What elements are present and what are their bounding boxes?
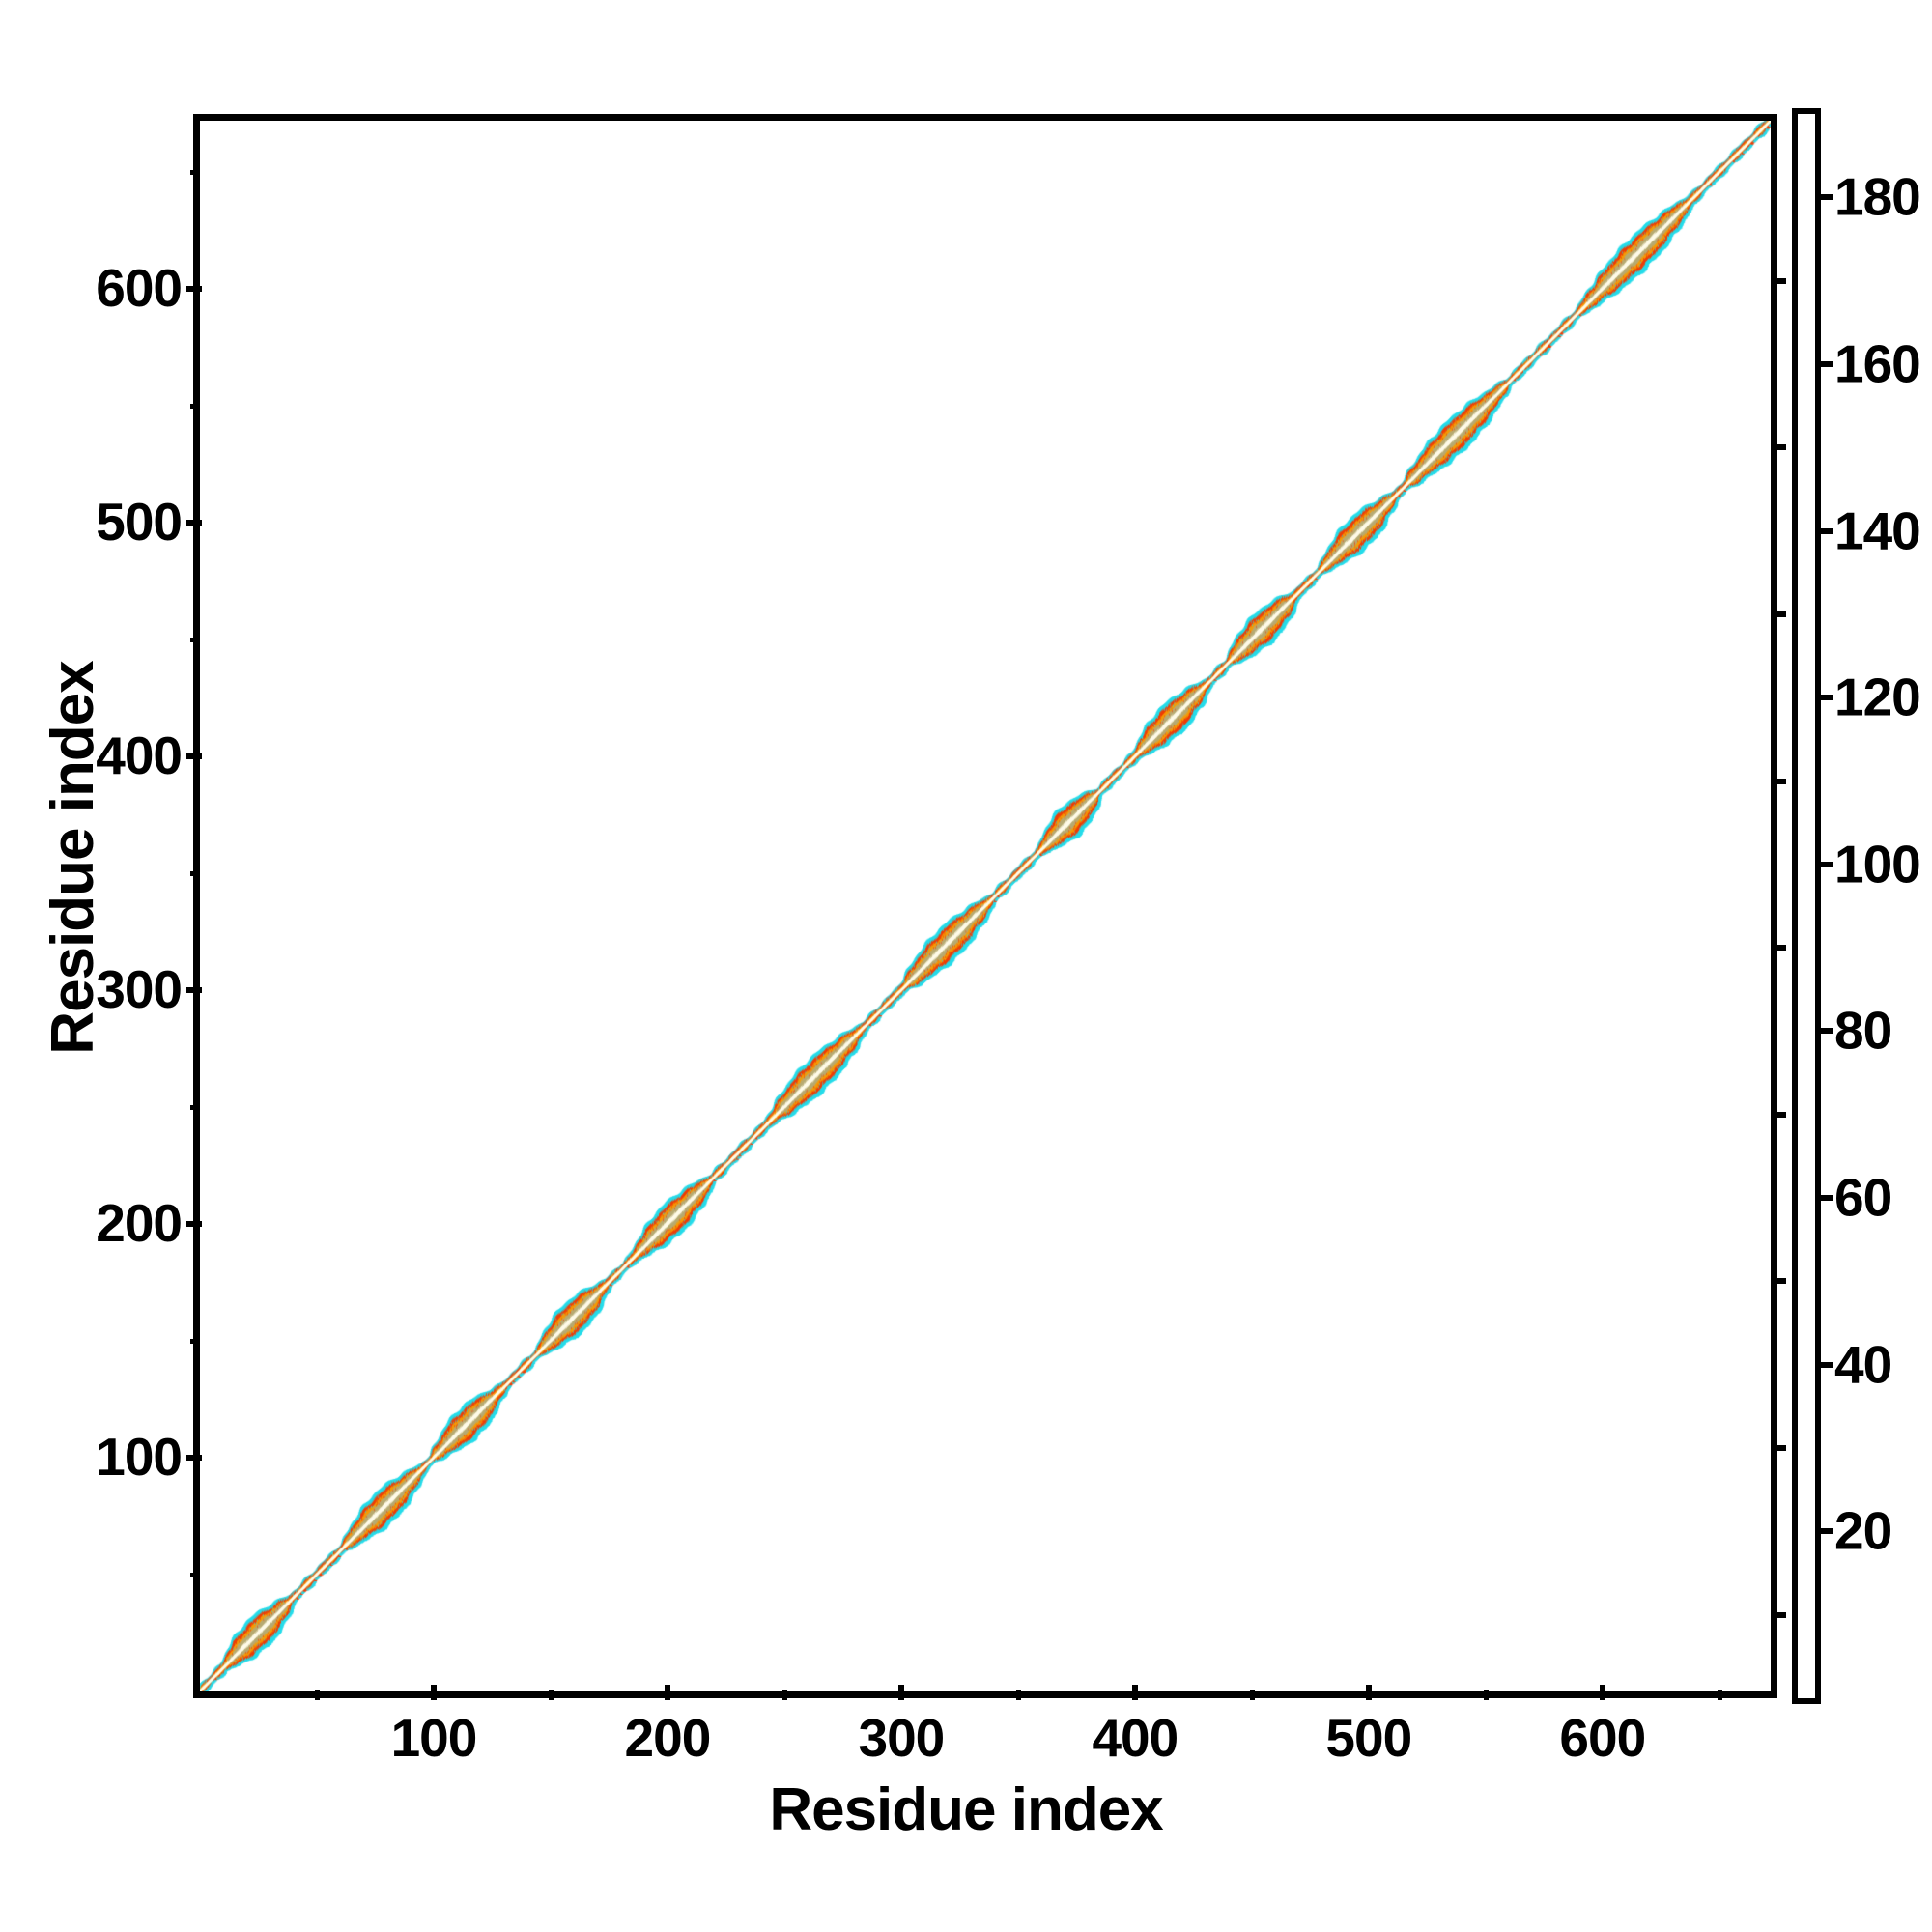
x-tick-600 <box>1599 1685 1605 1700</box>
x-minor-tick-350 <box>1015 1690 1021 1700</box>
x-minor-tick-150 <box>548 1690 554 1700</box>
y-tick-label-300: 300 <box>96 959 183 1020</box>
y-minor-tick-450 <box>190 638 200 643</box>
x-tick-label-300: 300 <box>858 1708 946 1768</box>
colorbar-label-20: 20 <box>1834 1500 1892 1561</box>
y-minor-tick-150 <box>190 1339 200 1345</box>
colorbar-label-160: 160 <box>1834 333 1921 394</box>
y-tick-200 <box>186 1221 202 1228</box>
colorbar-label-60: 60 <box>1834 1167 1892 1228</box>
x-minor-tick-50 <box>314 1690 320 1700</box>
x-minor-tick-650 <box>1717 1690 1722 1700</box>
colorbar-label-180: 180 <box>1834 166 1921 227</box>
colorbar-minor-tick-110 <box>1771 778 1786 784</box>
y-minor-tick-350 <box>190 871 200 877</box>
y-tick-label-200: 200 <box>96 1193 183 1254</box>
colorbar-border <box>1792 108 1821 1704</box>
colorbar-minor-tick-170 <box>1771 277 1786 284</box>
x-tick-label-500: 500 <box>1325 1708 1412 1768</box>
y-tick-300 <box>186 987 202 994</box>
x-axis-title: Residue index <box>769 1776 1163 1843</box>
y-tick-100 <box>186 1455 202 1462</box>
x-tick-100 <box>430 1685 437 1700</box>
x-minor-tick-450 <box>1249 1690 1255 1700</box>
x-tick-200 <box>664 1685 670 1700</box>
y-tick-label-500: 500 <box>96 492 183 553</box>
y-tick-500 <box>186 520 202 526</box>
colorbar-label-80: 80 <box>1834 1000 1892 1061</box>
x-minor-tick-550 <box>1483 1690 1489 1700</box>
colorbar-tick-20 <box>1821 1528 1833 1535</box>
colorbar-tick-180 <box>1821 194 1833 201</box>
colorbar-label-140: 140 <box>1834 500 1921 561</box>
y-axis-title: Residue index <box>40 661 106 1055</box>
x-minor-tick-250 <box>781 1690 787 1700</box>
colorbar: 20 40 60 80 100 120 140 160 180 <box>1771 108 1921 1704</box>
colorbar-tick-60 <box>1821 1195 1833 1202</box>
colorbar-tick-160 <box>1821 360 1833 367</box>
colorbar-minor-tick-150 <box>1771 444 1786 451</box>
colorbar-minor-tick-70 <box>1771 1111 1786 1118</box>
colorbar-tick-140 <box>1821 527 1833 534</box>
y-tick-label-400: 400 <box>96 725 183 786</box>
colorbar-label-40: 40 <box>1834 1334 1892 1395</box>
x-tick-label-200: 200 <box>624 1708 712 1768</box>
colorbar-tick-120 <box>1821 695 1833 701</box>
colorbar-minor-tick-90 <box>1771 945 1786 952</box>
x-tick-400 <box>1131 1685 1138 1700</box>
y-tick-400 <box>186 753 202 760</box>
x-tick-label-600: 600 <box>1559 1708 1646 1768</box>
colorbar-minor-tick-30 <box>1771 1445 1786 1452</box>
y-tick-600 <box>186 286 202 293</box>
distance-map-heatmap <box>200 121 1771 1691</box>
y-minor-tick-250 <box>190 1105 200 1111</box>
x-tick-label-400: 400 <box>1092 1708 1179 1768</box>
y-tick-label-100: 100 <box>96 1427 183 1488</box>
plot-frame <box>193 114 1777 1698</box>
colorbar-minor-tick-50 <box>1771 1278 1786 1285</box>
y-tick-label-600: 600 <box>96 258 183 319</box>
colorbar-label-100: 100 <box>1834 834 1921 895</box>
colorbar-label-120: 120 <box>1834 667 1921 727</box>
colorbar-minor-tick-10 <box>1771 1611 1786 1618</box>
colorbar-tick-40 <box>1821 1361 1833 1368</box>
x-tick-label-100: 100 <box>390 1708 478 1768</box>
colorbar-tick-100 <box>1821 861 1833 867</box>
y-axis-title-wrapper: Residue index <box>39 327 107 1389</box>
y-minor-tick-650 <box>190 170 200 176</box>
y-minor-tick-550 <box>190 404 200 410</box>
colorbar-tick-80 <box>1821 1028 1833 1035</box>
x-tick-300 <box>897 1685 904 1700</box>
y-minor-tick-50 <box>190 1573 200 1578</box>
x-tick-500 <box>1365 1685 1372 1700</box>
colorbar-minor-tick-130 <box>1771 611 1786 617</box>
